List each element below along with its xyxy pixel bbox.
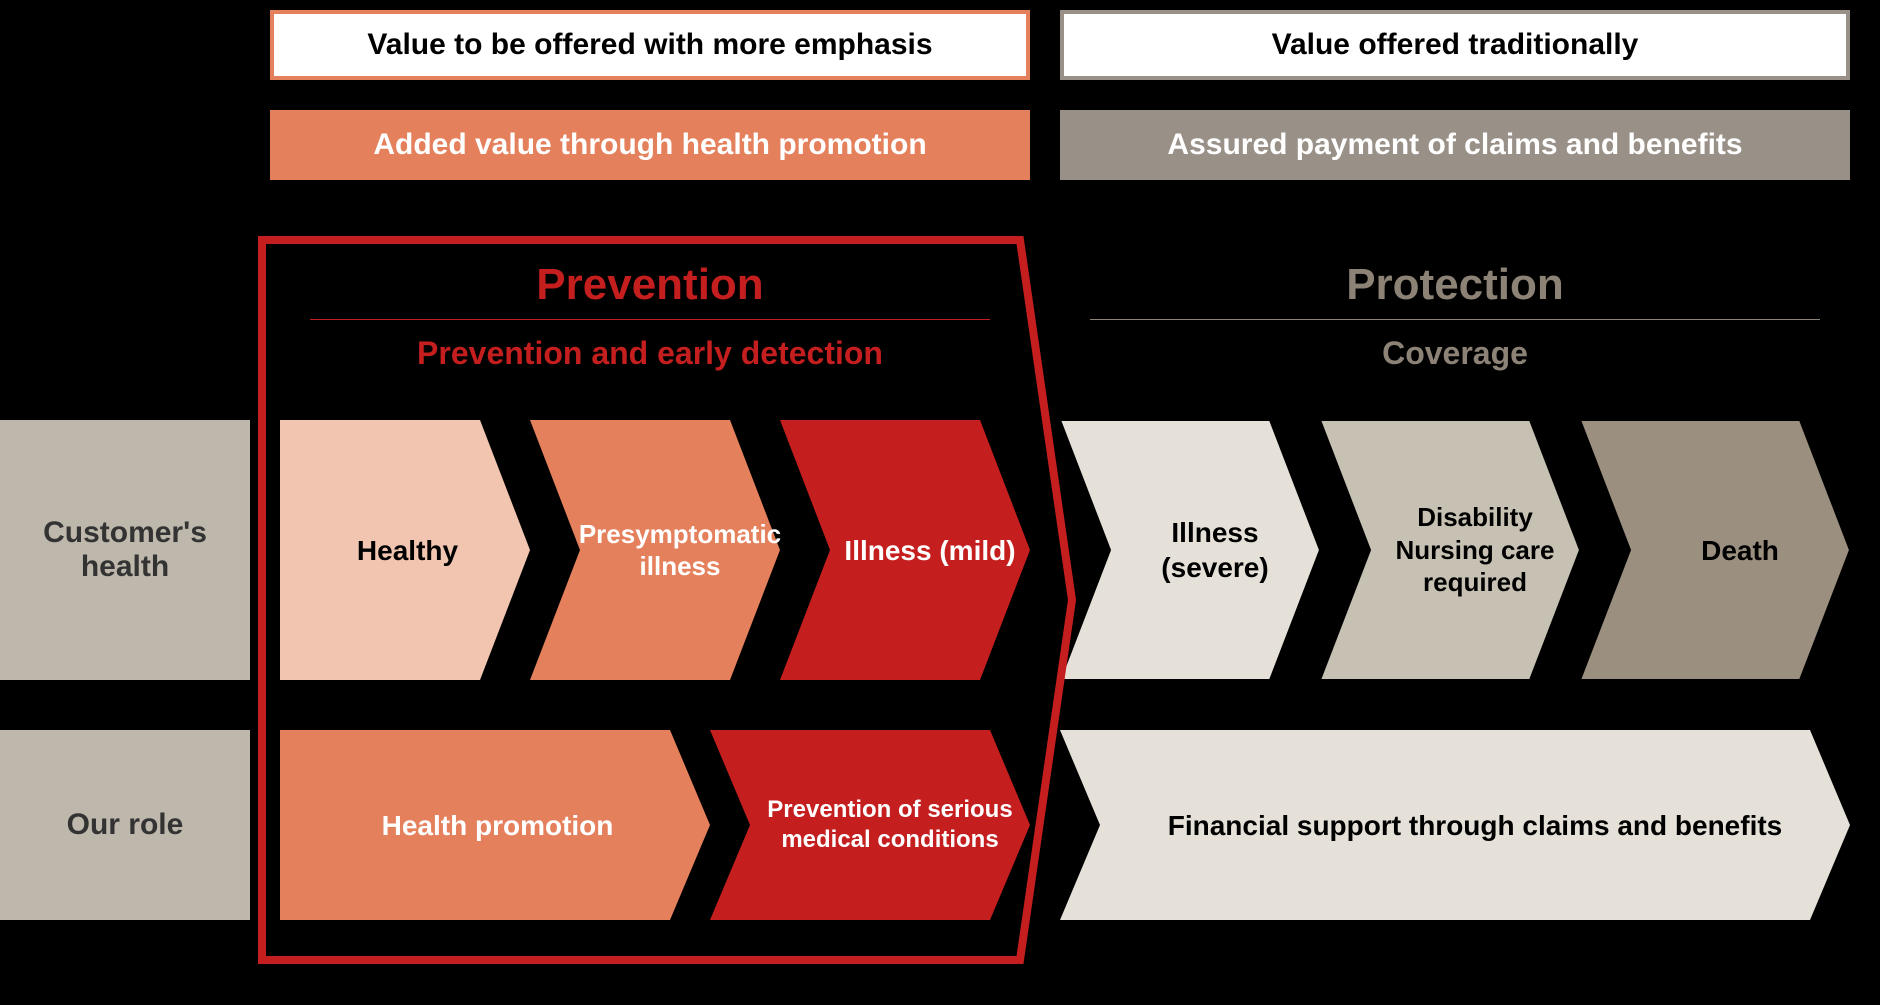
role-label-0: Health promotion [290, 730, 705, 920]
role-label-1: Prevention of serious medical conditions [755, 730, 1025, 920]
role-label-2: Financial support through claims and ben… [1105, 730, 1845, 920]
